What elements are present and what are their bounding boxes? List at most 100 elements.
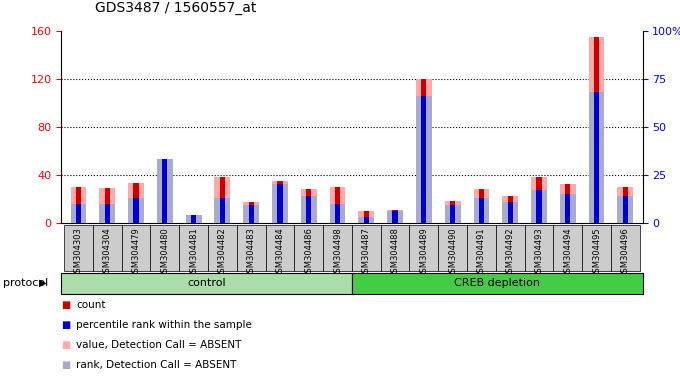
Bar bbox=[157, 159, 173, 223]
Bar bbox=[277, 181, 282, 223]
Bar bbox=[524, 225, 554, 271]
Bar bbox=[301, 196, 317, 223]
Text: GSM304481: GSM304481 bbox=[189, 227, 198, 278]
Bar bbox=[186, 215, 201, 223]
Bar bbox=[323, 225, 352, 271]
Bar bbox=[392, 211, 398, 223]
Bar bbox=[249, 205, 254, 223]
Bar bbox=[496, 225, 524, 271]
Bar bbox=[438, 225, 467, 271]
Bar bbox=[220, 177, 225, 223]
Bar bbox=[99, 204, 115, 223]
Bar bbox=[214, 177, 231, 223]
Bar bbox=[71, 204, 86, 223]
Bar bbox=[611, 225, 640, 271]
Bar bbox=[617, 187, 633, 223]
Bar bbox=[507, 196, 513, 223]
Bar bbox=[582, 225, 611, 271]
Bar bbox=[128, 198, 144, 223]
Bar bbox=[623, 187, 628, 223]
Bar bbox=[531, 190, 547, 223]
Bar bbox=[220, 198, 225, 223]
Bar bbox=[352, 225, 381, 271]
Bar bbox=[387, 211, 403, 223]
Bar bbox=[392, 210, 398, 223]
Bar bbox=[358, 217, 374, 223]
Text: ▶: ▶ bbox=[39, 278, 46, 288]
Bar bbox=[93, 225, 122, 271]
Bar bbox=[105, 188, 110, 223]
Text: GSM304483: GSM304483 bbox=[247, 227, 256, 278]
Text: GSM304304: GSM304304 bbox=[103, 227, 112, 278]
Text: count: count bbox=[76, 300, 105, 310]
Text: GDS3487 / 1560557_at: GDS3487 / 1560557_at bbox=[95, 2, 256, 15]
Bar bbox=[191, 215, 197, 223]
Bar bbox=[272, 184, 288, 223]
Bar bbox=[450, 201, 455, 223]
Bar bbox=[133, 183, 139, 223]
Bar bbox=[186, 215, 201, 223]
Bar bbox=[479, 189, 484, 223]
Bar bbox=[163, 166, 167, 223]
Bar bbox=[450, 205, 455, 223]
Text: ■: ■ bbox=[61, 340, 71, 350]
Bar bbox=[364, 211, 369, 223]
Bar bbox=[352, 273, 643, 294]
Bar bbox=[277, 184, 282, 223]
Bar bbox=[180, 225, 208, 271]
Text: GSM304480: GSM304480 bbox=[160, 227, 169, 278]
Text: GSM304303: GSM304303 bbox=[74, 227, 83, 278]
Text: GSM304492: GSM304492 bbox=[506, 227, 515, 278]
Bar bbox=[306, 189, 311, 223]
Bar bbox=[61, 273, 352, 294]
Bar bbox=[150, 225, 180, 271]
Bar bbox=[503, 196, 518, 223]
Bar bbox=[445, 201, 460, 223]
Text: GSM304489: GSM304489 bbox=[420, 227, 428, 278]
Bar bbox=[71, 187, 86, 223]
Text: rank, Detection Call = ABSENT: rank, Detection Call = ABSENT bbox=[76, 360, 237, 370]
Bar bbox=[473, 198, 490, 223]
Text: ■: ■ bbox=[61, 320, 71, 330]
Bar bbox=[133, 198, 139, 223]
Bar bbox=[503, 202, 518, 223]
Bar bbox=[445, 205, 460, 223]
Bar bbox=[243, 205, 259, 223]
Text: protocol: protocol bbox=[3, 278, 49, 288]
Bar bbox=[64, 225, 93, 271]
Bar bbox=[479, 198, 484, 223]
Text: value, Detection Call = ABSENT: value, Detection Call = ABSENT bbox=[76, 340, 241, 350]
Text: GSM304496: GSM304496 bbox=[621, 227, 630, 278]
Text: GSM304486: GSM304486 bbox=[304, 227, 313, 278]
Bar bbox=[208, 225, 237, 271]
Bar bbox=[387, 210, 403, 223]
Bar bbox=[531, 177, 547, 223]
Bar bbox=[122, 225, 150, 271]
Bar bbox=[381, 225, 409, 271]
Bar bbox=[191, 215, 197, 223]
Bar bbox=[507, 202, 513, 223]
Bar bbox=[330, 204, 345, 223]
Bar bbox=[99, 188, 115, 223]
Bar bbox=[243, 202, 259, 223]
Text: ■: ■ bbox=[61, 300, 71, 310]
Bar bbox=[157, 166, 173, 223]
Text: percentile rank within the sample: percentile rank within the sample bbox=[76, 320, 252, 330]
Bar bbox=[416, 96, 432, 223]
Bar bbox=[554, 225, 582, 271]
Bar bbox=[76, 204, 81, 223]
Text: GSM304493: GSM304493 bbox=[534, 227, 543, 278]
Bar bbox=[128, 183, 144, 223]
Bar bbox=[565, 184, 571, 223]
Bar bbox=[537, 190, 541, 223]
Bar bbox=[589, 37, 605, 223]
Text: ■: ■ bbox=[61, 360, 71, 370]
Bar bbox=[617, 196, 633, 223]
Bar bbox=[409, 225, 438, 271]
Bar bbox=[76, 187, 81, 223]
Bar bbox=[589, 92, 605, 223]
Text: control: control bbox=[187, 278, 226, 288]
Text: GSM304490: GSM304490 bbox=[448, 227, 457, 278]
Bar bbox=[560, 194, 576, 223]
Bar bbox=[565, 194, 571, 223]
